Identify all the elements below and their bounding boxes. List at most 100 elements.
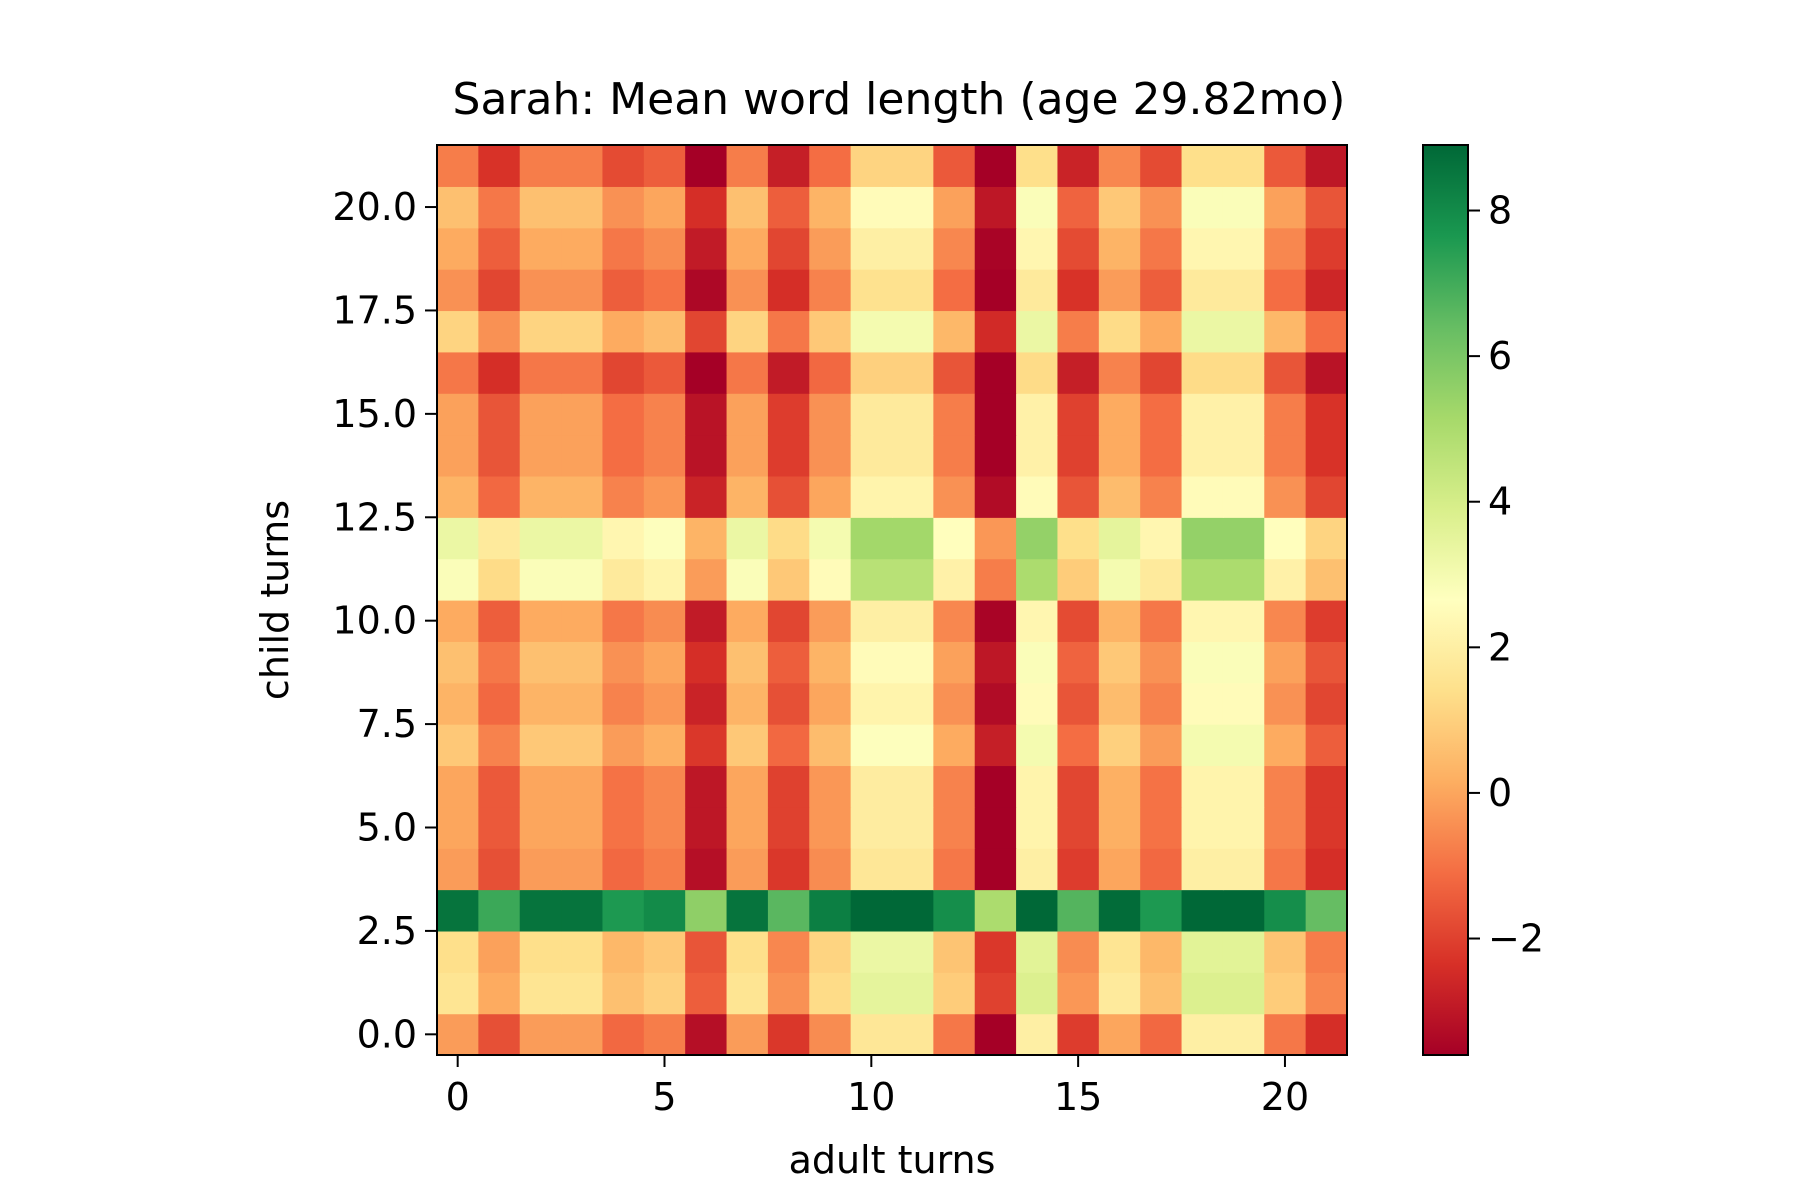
- heatmap-cell: [602, 145, 645, 187]
- heatmap-cell: [892, 848, 934, 891]
- heatmap-cell: [1057, 269, 1100, 312]
- heatmap-cell: [1305, 724, 1348, 767]
- heatmap-cell: [809, 227, 852, 270]
- y-tick-label: 15.0: [332, 392, 417, 436]
- heatmap-cell: [519, 434, 562, 477]
- heatmap-cell: [1098, 972, 1141, 1015]
- heatmap-cell: [850, 765, 893, 808]
- heatmap-cell: [602, 475, 645, 518]
- heatmap-cell: [437, 393, 479, 436]
- heatmap-cell: [643, 889, 686, 932]
- heatmap-cell: [892, 600, 934, 642]
- heatmap-cell: [1140, 186, 1183, 229]
- heatmap-cell: [767, 765, 810, 808]
- heatmap-cell: [643, 186, 686, 229]
- heatmap-cell: [1181, 641, 1224, 684]
- heatmap-cell: [1098, 310, 1141, 353]
- heatmap-cell: [561, 1013, 604, 1056]
- heatmap-cell: [974, 682, 1017, 725]
- heatmap-cell: [1098, 517, 1141, 560]
- heatmap-cell: [1057, 227, 1100, 270]
- heatmap-cell: [685, 393, 728, 436]
- heatmap-cell: [809, 434, 852, 477]
- heatmap-cell: [809, 393, 852, 436]
- heatmap-cell: [561, 186, 604, 229]
- heatmap-cell: [519, 889, 562, 932]
- heatmap-cell: [1264, 186, 1307, 229]
- heatmap-cell: [437, 310, 479, 353]
- heatmap-cell: [685, 1013, 728, 1056]
- heatmap-cell: [519, 724, 562, 767]
- heatmap-cell: [892, 393, 934, 436]
- heatmap-cell: [437, 145, 479, 187]
- heatmap-cell: [892, 682, 934, 725]
- heatmap-cell: [1016, 558, 1059, 601]
- heatmap-cell: [850, 806, 893, 849]
- heatmap-cell: [974, 848, 1017, 891]
- heatmap-cell: [478, 310, 521, 353]
- heatmap-cell: [1264, 269, 1307, 312]
- heatmap-cell: [1140, 1013, 1183, 1056]
- heatmap-cell: [1057, 145, 1100, 187]
- heatmap-cell: [1264, 434, 1307, 477]
- heatmap-cell: [1016, 724, 1059, 767]
- heatmap-cell: [437, 765, 479, 808]
- heatmap-cell: [892, 227, 934, 270]
- heatmap-cell: [1057, 889, 1100, 932]
- heatmap-cell: [1140, 724, 1183, 767]
- heatmap-cell: [933, 600, 976, 642]
- heatmap-cell: [1181, 600, 1224, 642]
- heatmap-cell: [602, 930, 645, 973]
- heatmap-cell: [561, 889, 604, 932]
- heatmap-cell: [1222, 682, 1265, 725]
- heatmap-cell: [1140, 517, 1183, 560]
- heatmap-cell: [519, 682, 562, 725]
- heatmap-cell: [850, 393, 893, 436]
- heatmap-cell: [519, 765, 562, 808]
- heatmap-cell: [437, 972, 479, 1015]
- heatmap-cell: [1305, 186, 1348, 229]
- colorbar-tick-label: 0: [1488, 771, 1512, 815]
- heatmap-cell: [561, 517, 604, 560]
- heatmap-cell: [1264, 227, 1307, 270]
- heatmap-cell: [437, 517, 479, 560]
- heatmap-cell: [602, 310, 645, 353]
- heatmap-cell: [1222, 848, 1265, 891]
- heatmap-cell: [561, 393, 604, 436]
- heatmap-cell: [1016, 1013, 1059, 1056]
- heatmap-cell: [1098, 558, 1141, 601]
- heatmap-cell: [726, 972, 769, 1015]
- heatmap-cell: [561, 227, 604, 270]
- heatmap-cell: [437, 930, 479, 973]
- heatmap-cell: [726, 806, 769, 849]
- heatmap-cell: [1016, 517, 1059, 560]
- heatmap-cell: [933, 889, 976, 932]
- heatmap-cell: [643, 145, 686, 187]
- heatmap-cell: [561, 434, 604, 477]
- heatmap-cell: [974, 806, 1017, 849]
- heatmap-cell: [974, 227, 1017, 270]
- heatmap-cell: [685, 186, 728, 229]
- heatmap-cell: [561, 145, 604, 187]
- heatmap-cell: [1098, 724, 1141, 767]
- heatmap-cell: [685, 600, 728, 642]
- heatmap-cell: [643, 434, 686, 477]
- heatmap-cell: [892, 765, 934, 808]
- heatmap-cell: [1016, 972, 1059, 1015]
- heatmap-cell: [767, 641, 810, 684]
- heatmap-cell: [602, 517, 645, 560]
- heatmap-cell: [1140, 475, 1183, 518]
- heatmap-cell: [643, 269, 686, 312]
- heatmap-cell: [1098, 393, 1141, 436]
- heatmap-cell: [561, 806, 604, 849]
- heatmap-cell: [437, 434, 479, 477]
- heatmap-cell: [478, 186, 521, 229]
- heatmap-cell: [685, 848, 728, 891]
- heatmap-cell: [1264, 930, 1307, 973]
- heatmap-cell: [643, 351, 686, 394]
- heatmap-cell: [767, 186, 810, 229]
- heatmap-cell: [1016, 145, 1059, 187]
- heatmap-cell: [933, 475, 976, 518]
- heatmap-cell: [519, 393, 562, 436]
- heatmap-cell: [685, 558, 728, 601]
